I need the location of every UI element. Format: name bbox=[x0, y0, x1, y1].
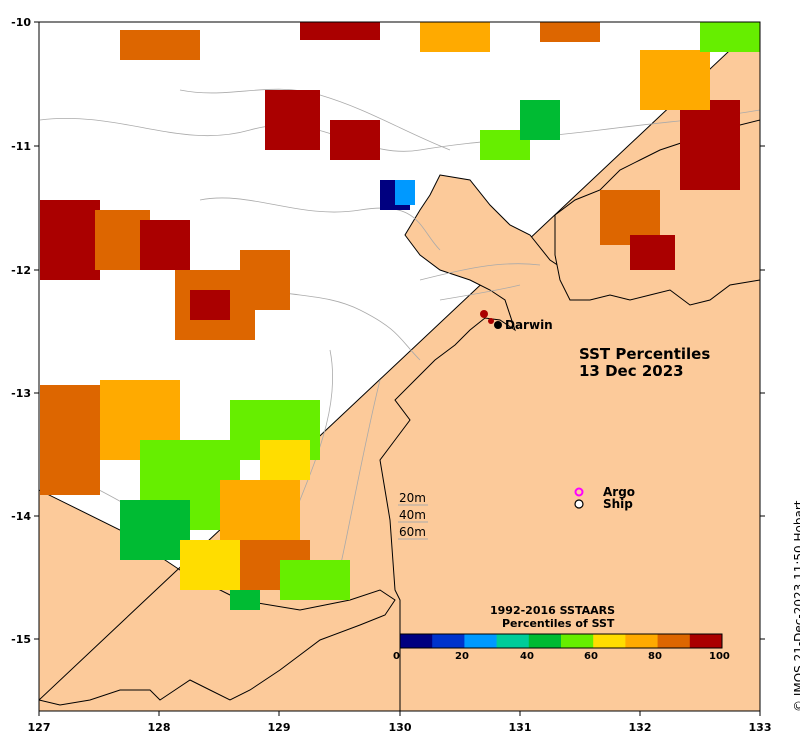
darwin-red-dot bbox=[480, 310, 488, 318]
colorbar-tick: 60 bbox=[584, 651, 598, 662]
colorbar-segment bbox=[593, 634, 626, 648]
y-tick-label: -15 bbox=[11, 633, 31, 646]
x-axis-ticks bbox=[38, 711, 761, 716]
legend-argo: Argo bbox=[603, 485, 636, 499]
colorbar-segment bbox=[400, 634, 433, 648]
colorbar-segment bbox=[496, 634, 530, 648]
x-tick-label: 131 bbox=[509, 721, 532, 734]
sst-patches bbox=[40, 22, 760, 610]
colorbar-segment bbox=[625, 634, 659, 648]
y-tick-label: -13 bbox=[11, 387, 31, 400]
colorbar-tick: 20 bbox=[455, 651, 469, 662]
x-tick-label: 127 bbox=[28, 721, 51, 734]
colorbar-tick: 0 bbox=[393, 651, 400, 662]
credit-text: © IMOS 21-Dec-2023 11:50 Hobart bbox=[792, 500, 800, 712]
colorbar-segment bbox=[528, 634, 562, 648]
colorbar-subtitle: Percentiles of SST bbox=[502, 617, 615, 630]
darwin-red-dot-2 bbox=[488, 318, 494, 324]
x-tick-label: 129 bbox=[268, 721, 291, 734]
colorbar-tick: 80 bbox=[648, 651, 662, 662]
darwin-marker bbox=[494, 321, 502, 329]
depth-label-40m: 40m bbox=[399, 508, 426, 522]
colorbar-segment bbox=[432, 634, 465, 648]
y-tick-label: -14 bbox=[11, 510, 31, 523]
x-tick-label: 133 bbox=[749, 721, 772, 734]
x-tick-label: 128 bbox=[148, 721, 171, 734]
argo-symbol bbox=[574, 487, 584, 497]
ship-symbol bbox=[574, 499, 584, 509]
colorbar-segment bbox=[689, 634, 723, 648]
y-tick-label: -12 bbox=[11, 264, 31, 277]
map-title: SST Percentiles bbox=[579, 345, 711, 363]
x-tick-label: 132 bbox=[629, 721, 652, 734]
y-axis-ticks bbox=[34, 21, 765, 640]
city-label-darwin: Darwin bbox=[505, 318, 553, 332]
colorbar-title: 1992-2016 SSTAARS bbox=[490, 604, 616, 617]
depth-label-60m: 60m bbox=[399, 525, 426, 539]
y-tick-label: -10 bbox=[11, 16, 31, 29]
colorbar-tick: 100 bbox=[709, 651, 730, 662]
colorbar-segment bbox=[464, 634, 498, 648]
colorbar-segment bbox=[657, 634, 691, 648]
x-tick-label: 130 bbox=[389, 721, 412, 734]
legend-ship: Ship bbox=[603, 497, 633, 511]
map-date: 13 Dec 2023 bbox=[579, 362, 684, 380]
colorbar bbox=[400, 634, 723, 648]
colorbar-frame bbox=[399, 633, 723, 649]
colorbar-segment bbox=[561, 634, 594, 648]
colorbar-tick: 40 bbox=[520, 651, 534, 662]
depth-label-20m: 20m bbox=[399, 491, 426, 505]
y-tick-label: -11 bbox=[11, 140, 31, 153]
